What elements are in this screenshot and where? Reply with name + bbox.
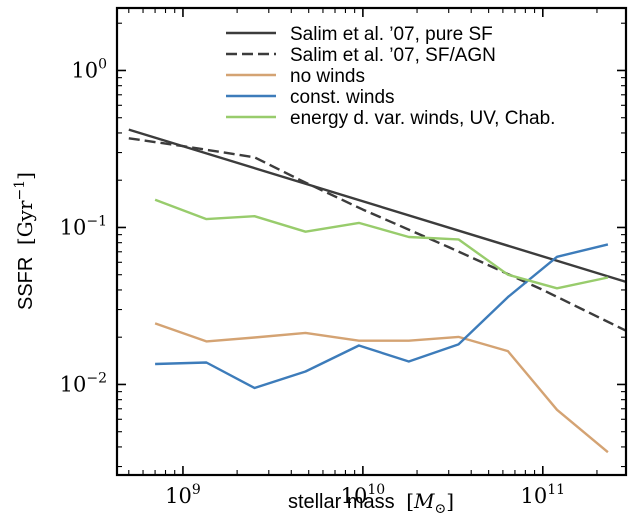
legend-label-1: Salim et al. ’07, SF/AGN [290,45,496,66]
series-line-1 [128,137,627,332]
y-tick-label-2: 100 [71,56,107,82]
y-axis-unit-close: ] [13,172,37,180]
series-layer [128,128,627,454]
y-axis-unit-text: Gyr [13,200,37,237]
x-axis-label: stellar mass [M⊙] [288,489,454,517]
legend-label-4: energy d. var. winds, UV, Chab. [290,108,555,129]
y-axis-label-text: SSFR [15,257,37,310]
x-axis-unit-symbol: M [413,489,435,513]
y-axis-unit-exponent: −1 [12,180,28,201]
series-line-3 [155,243,609,390]
x-axis-label-text: stellar mass [288,491,395,513]
x-tick-label-0: 109 [165,482,201,508]
series-line-0 [128,128,627,284]
y-tick-label-0: 10−2 [60,370,107,396]
legend-label-0: Salim et al. ’07, pure SF [290,24,493,45]
y-axis-label: SSFR [Gyr−1] [12,172,37,310]
series-line-2 [154,322,609,454]
x-axis-unit-subscript: ⊙ [435,501,447,517]
x-axis-unit-open: [ [406,489,414,513]
ticks-layer: 109 1010 1011 10−2 10−1 100 [60,8,626,508]
y-axis-unit-open: [ [13,237,37,245]
axes-frame [115,6,628,477]
x-tick-label-1: 1010 [341,482,386,508]
x-tick-label-2: 1011 [521,482,566,508]
y-tick-label-1: 10−1 [60,213,107,239]
x-axis-unit-close: ] [446,489,454,513]
series-line-4 [154,198,609,290]
legend-label-2: no winds [290,66,365,87]
legend-label-3: const. winds [290,87,395,108]
